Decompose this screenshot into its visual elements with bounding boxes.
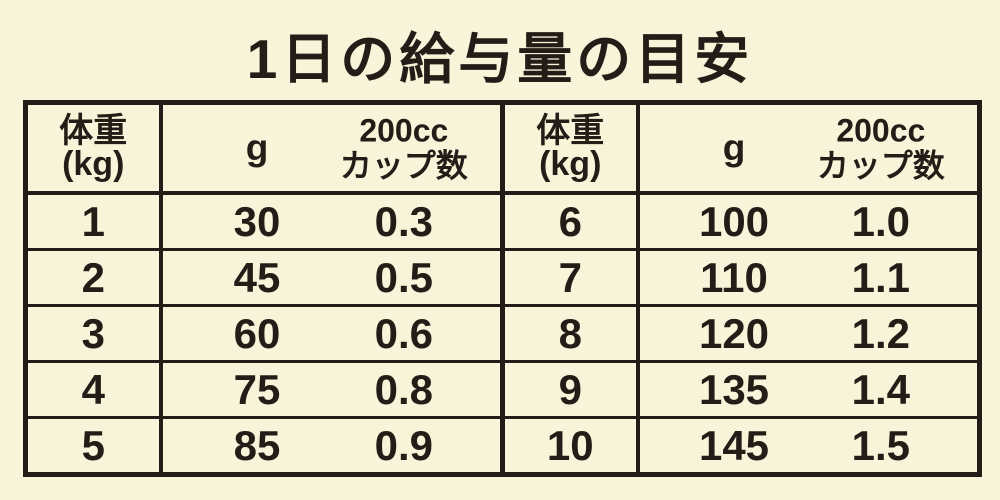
- amounts-cell: 30 0.3: [160, 193, 505, 251]
- header-weight-label: 体重: [59, 111, 128, 150]
- cups-value: 0.3: [374, 197, 434, 245]
- grams-value: 60: [233, 309, 281, 357]
- cups-value: 1.2: [851, 309, 911, 357]
- cups-value: 0.6: [374, 309, 434, 357]
- grams-value: 45: [233, 253, 281, 301]
- page-title: 1日の給与量の目安: [246, 28, 754, 90]
- weight-cell: 7: [502, 249, 640, 307]
- header-grams-label: g: [245, 127, 269, 168]
- amounts-cell: 60 0.6: [160, 305, 505, 363]
- amounts-cell: 85 0.9: [160, 417, 505, 475]
- grams-value: 110: [700, 253, 768, 301]
- grams-value: 30: [233, 197, 281, 245]
- amounts-cell: 45 0.5: [160, 249, 505, 307]
- cups-value: 1.5: [851, 421, 911, 469]
- header-weight-right: 体重 (kg): [502, 102, 640, 195]
- header-cups-line2: カップ数: [816, 147, 945, 183]
- weight-cell: 4: [25, 361, 163, 419]
- header-cups-line1: 200cc: [359, 112, 449, 149]
- header-cups-label: 200cc カップ数: [817, 113, 945, 182]
- table-row: 2 45 0.5 7 110 1.1: [25, 249, 980, 307]
- grams-value: 85: [233, 421, 281, 469]
- table-row: 3 60 0.6 8 120 1.2: [25, 305, 980, 363]
- header-weight-unit: (kg): [539, 145, 602, 183]
- header-grams-label: g: [722, 127, 746, 168]
- cups-value: 0.8: [374, 365, 434, 413]
- header-row: 体重 (kg) g 200cc カップ数 体重 (kg) g: [25, 102, 980, 195]
- table-row: 4 75 0.8 9 135 1.4: [25, 361, 980, 419]
- weight-cell: 3: [25, 305, 163, 363]
- header-cups-line2: カップ数: [339, 147, 468, 183]
- cups-value: 0.5: [374, 253, 434, 301]
- cups-value: 1.1: [851, 253, 911, 301]
- cups-value: 1.4: [851, 365, 911, 413]
- header-amounts-left: g 200cc カップ数: [160, 102, 505, 195]
- amounts-cell: 135 1.4: [637, 361, 980, 419]
- amounts-cell: 110 1.1: [637, 249, 980, 307]
- header-weight-left: 体重 (kg): [25, 102, 163, 195]
- amounts-cell: 120 1.2: [637, 305, 980, 363]
- weight-cell: 8: [502, 305, 640, 363]
- weight-cell: 6: [502, 193, 640, 251]
- amounts-cell: 75 0.8: [160, 361, 505, 419]
- header-weight-unit: (kg): [62, 145, 125, 183]
- weight-cell: 9: [502, 361, 640, 419]
- grams-value: 135: [698, 365, 770, 413]
- table-row: 5 85 0.9 10 145 1.5: [25, 417, 980, 475]
- cups-value: 0.9: [374, 421, 434, 469]
- weight-cell: 5: [25, 417, 163, 475]
- grams-value: 75: [233, 365, 281, 413]
- amounts-cell: 145 1.5: [638, 418, 980, 475]
- grams-value: 120: [698, 309, 770, 357]
- header-amounts-right: g 200cc カップ数: [637, 102, 980, 195]
- table-row: 1 30 0.3 6 100 1.0: [25, 193, 980, 251]
- grams-value: 145: [698, 421, 770, 469]
- header-cups-line1: 200cc: [836, 112, 926, 149]
- weight-cell: 2: [25, 249, 163, 307]
- grams-value: 100: [698, 197, 770, 245]
- header-weight-label: 体重: [536, 111, 605, 150]
- cups-value: 1.0: [851, 197, 911, 245]
- amounts-cell: 100 1.0: [637, 193, 980, 251]
- feeding-table: 体重 (kg) g 200cc カップ数 体重 (kg) g: [23, 100, 982, 477]
- weight-cell: 10: [502, 417, 640, 475]
- header-cups-label: 200cc カップ数: [340, 113, 468, 182]
- weight-cell: 1: [25, 193, 163, 251]
